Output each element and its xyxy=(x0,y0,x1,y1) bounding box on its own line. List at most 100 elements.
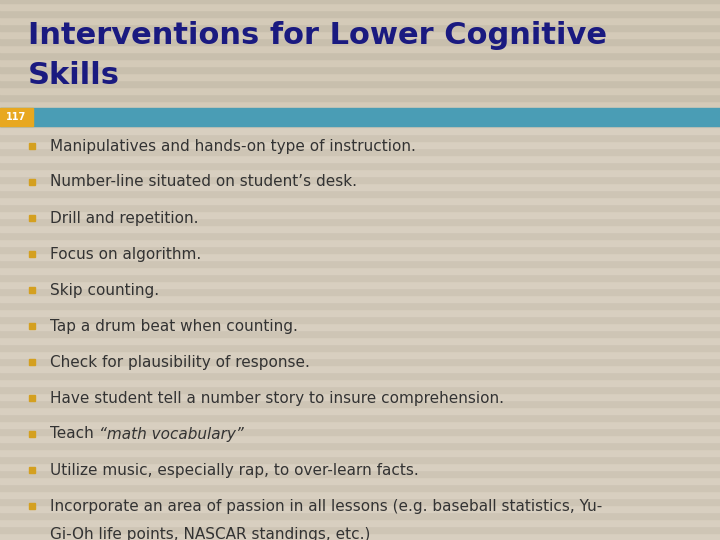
Text: “math vocabulary”: “math vocabulary” xyxy=(99,427,243,442)
Bar xyxy=(0,45,720,52)
Bar xyxy=(29,431,35,437)
Bar xyxy=(0,379,720,386)
Text: Tap a drum beat when counting.: Tap a drum beat when counting. xyxy=(50,319,298,334)
Bar xyxy=(0,38,720,45)
Bar xyxy=(0,505,720,512)
Bar xyxy=(0,414,720,421)
Bar xyxy=(0,470,720,477)
Bar xyxy=(0,344,720,351)
Bar xyxy=(0,246,720,253)
Bar xyxy=(29,323,35,329)
Bar xyxy=(0,87,720,94)
Bar xyxy=(29,143,35,149)
Bar xyxy=(0,449,720,456)
Bar xyxy=(0,484,720,491)
Bar xyxy=(0,428,720,435)
Bar xyxy=(0,519,720,526)
Bar xyxy=(29,467,35,473)
Bar xyxy=(0,52,720,59)
Bar xyxy=(0,66,720,73)
Text: Utilize music, especially rap, to over-learn facts.: Utilize music, especially rap, to over-l… xyxy=(50,462,419,477)
Bar xyxy=(0,134,720,141)
Bar xyxy=(29,395,35,401)
Bar xyxy=(0,386,720,393)
Bar xyxy=(29,251,35,257)
Bar xyxy=(0,176,720,183)
Bar xyxy=(0,155,720,162)
Bar xyxy=(0,113,720,120)
Bar xyxy=(0,295,720,302)
Bar xyxy=(0,94,720,101)
Text: Focus on algorithm.: Focus on algorithm. xyxy=(50,246,202,261)
Bar xyxy=(0,400,720,407)
Bar xyxy=(0,148,720,155)
Bar xyxy=(0,407,720,414)
Text: Gi-Oh life points, NASCAR standings, etc.): Gi-Oh life points, NASCAR standings, etc… xyxy=(50,526,370,540)
Bar xyxy=(0,435,720,442)
Bar xyxy=(0,73,720,80)
Bar xyxy=(0,302,720,309)
Bar xyxy=(0,3,720,10)
Bar xyxy=(29,503,35,509)
Bar xyxy=(0,31,720,38)
Bar xyxy=(0,218,720,225)
Bar xyxy=(0,337,720,344)
Bar xyxy=(0,260,720,267)
Bar xyxy=(0,232,720,239)
Text: Interventions for Lower Cognitive: Interventions for Lower Cognitive xyxy=(28,21,607,50)
Bar xyxy=(29,287,35,293)
Text: Drill and repetition.: Drill and repetition. xyxy=(50,211,199,226)
Text: Teach: Teach xyxy=(50,427,99,442)
Bar xyxy=(0,101,720,108)
Bar xyxy=(0,330,720,337)
Bar xyxy=(0,491,720,498)
Bar xyxy=(0,141,720,148)
Bar xyxy=(0,393,720,400)
Bar xyxy=(0,190,720,197)
Bar xyxy=(0,477,720,484)
Bar xyxy=(0,127,720,134)
Bar xyxy=(0,456,720,463)
Bar xyxy=(0,253,720,260)
Bar xyxy=(0,533,720,540)
Text: Check for plausibility of response.: Check for plausibility of response. xyxy=(50,354,310,369)
Bar xyxy=(0,162,720,169)
Bar xyxy=(0,365,720,372)
Text: Manipulatives and hands-on type of instruction.: Manipulatives and hands-on type of instr… xyxy=(50,138,416,153)
Bar xyxy=(0,108,720,126)
Bar xyxy=(0,120,720,127)
Bar xyxy=(0,309,720,316)
Text: Incorporate an area of passion in all lessons (e.g. baseball statistics, Yu-: Incorporate an area of passion in all le… xyxy=(50,498,602,514)
Bar xyxy=(0,80,720,87)
Bar xyxy=(0,17,720,24)
Bar xyxy=(0,211,720,218)
Bar xyxy=(0,421,720,428)
Text: Skills: Skills xyxy=(28,60,120,90)
Bar xyxy=(29,179,35,185)
Bar xyxy=(0,498,720,505)
Bar xyxy=(0,288,720,295)
Text: 117: 117 xyxy=(6,112,27,122)
Bar xyxy=(0,274,720,281)
Bar xyxy=(0,225,720,232)
Bar xyxy=(0,442,720,449)
Bar xyxy=(0,183,720,190)
Bar xyxy=(0,372,720,379)
Bar xyxy=(0,24,720,31)
Bar xyxy=(0,358,720,365)
Text: Skip counting.: Skip counting. xyxy=(50,282,159,298)
Bar xyxy=(0,0,720,3)
Text: Have student tell a number story to insure comprehension.: Have student tell a number story to insu… xyxy=(50,390,504,406)
Bar xyxy=(0,10,720,17)
Bar xyxy=(0,351,720,358)
Bar xyxy=(0,169,720,176)
Bar xyxy=(0,463,720,470)
Bar xyxy=(0,526,720,533)
Bar xyxy=(0,197,720,204)
Bar xyxy=(29,359,35,365)
Bar xyxy=(0,323,720,330)
Bar xyxy=(0,108,33,126)
Bar xyxy=(0,59,720,66)
Bar xyxy=(0,267,720,274)
Bar xyxy=(29,215,35,221)
